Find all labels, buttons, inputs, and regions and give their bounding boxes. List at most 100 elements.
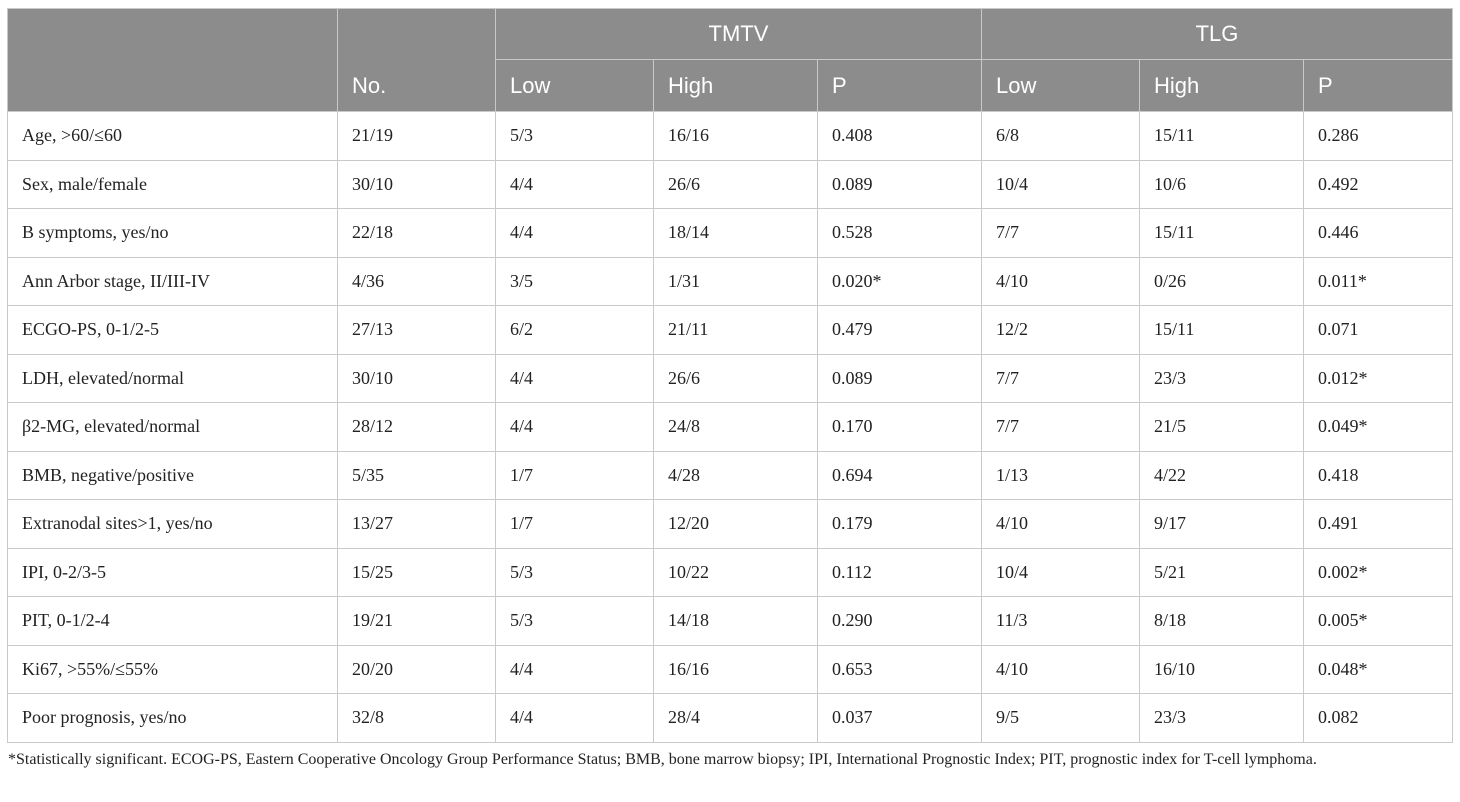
cell-variable: BMB, negative/positive: [7, 450, 338, 500]
cell-tmtv-low: 4/4: [495, 693, 654, 743]
cell-no: 5/35: [337, 450, 496, 500]
cell-tlg-high: 23/3: [1139, 353, 1304, 403]
cell-no: 4/36: [337, 256, 496, 306]
table-row: B symptoms, yes/no 22/18 4/4 18/14 0.528 7/7 1…: [7, 208, 1454, 258]
cell-tmtv-p: 0.408: [817, 111, 982, 161]
cell-tmtv-p: 0.290: [817, 596, 982, 646]
cell-variable: LDH, elevated/normal: [7, 353, 338, 403]
cell-tmtv-p: 0.170: [817, 402, 982, 452]
cell-tmtv-low: 4/4: [495, 402, 654, 452]
table-row: Ann Arbor stage, II/III-IV 4/36 3/5 1/31 0.0…: [7, 256, 1454, 306]
cell-tlg-p: 0.011*: [1302, 256, 1454, 306]
cell-tlg-p: 0.491: [1302, 499, 1454, 549]
cell-variable: Ki67, >55%/≤55%: [7, 644, 338, 694]
header-tlg-high: High: [1139, 59, 1304, 112]
cell-tlg-p: 0.049*: [1302, 402, 1454, 452]
table-row: Poor prognosis, yes/no 32/8 4/4 28/4 0.037 9/…: [7, 693, 1454, 743]
header-group-tlg: TLG: [980, 8, 1454, 60]
group-header-row: No. TMTV TLG: [7, 8, 1454, 112]
cell-tmtv-low: 3/5: [495, 256, 654, 306]
cell-tlg-low: 6/8: [981, 111, 1140, 161]
cell-tmtv-low: 4/4: [495, 208, 654, 258]
cell-tmtv-high: 24/8: [653, 402, 818, 452]
header-tmtv-low: Low: [495, 59, 654, 112]
cell-tlg-p: 0.005*: [1302, 596, 1454, 646]
cell-tmtv-p: 0.179: [817, 499, 982, 549]
table-row: BMB, negative/positive 5/35 1/7 4/28 0.694 1/…: [7, 450, 1454, 500]
cell-tlg-low: 4/10: [981, 499, 1140, 549]
cell-tmtv-p: 0.479: [817, 305, 982, 355]
cell-no: 21/19: [337, 111, 496, 161]
results-table: No. TMTV TLG Low High P Low High P Age, …: [7, 8, 1454, 743]
table-body: Age, >60/≤60 21/19 5/3 16/16 0.408 6/8 15/11 0.…: [7, 111, 1454, 743]
cell-tmtv-low: 5/3: [495, 111, 654, 161]
table-row: Ki67, >55%/≤55% 20/20 4/4 16/16 0.653 4/10 16/…: [7, 644, 1454, 694]
cell-variable: Age, >60/≤60: [7, 111, 338, 161]
cell-no: 30/10: [337, 353, 496, 403]
cell-tmtv-high: 26/6: [653, 159, 818, 209]
table-row: ECGO-PS, 0-1/2-5 27/13 6/2 21/11 0.479 12/2 15…: [7, 305, 1454, 355]
cell-tmtv-p: 0.112: [817, 547, 982, 597]
cell-variable: Sex, male/female: [7, 159, 338, 209]
cell-tmtv-p: 0.037: [817, 693, 982, 743]
cell-no: 27/13: [337, 305, 496, 355]
cell-tlg-low: 4/10: [981, 256, 1140, 306]
table-footnote: *Statistically significant. ECOG-PS, Eas…: [8, 751, 1317, 768]
table-row: PIT, 0-1/2-4 19/21 5/3 14/18 0.290 11/3 8/18 0.…: [7, 596, 1454, 646]
cell-variable: Ann Arbor stage, II/III-IV: [7, 256, 338, 306]
cell-tlg-high: 4/22: [1139, 450, 1304, 500]
cell-tlg-low: 11/3: [981, 596, 1140, 646]
cell-tmtv-high: 18/14: [653, 208, 818, 258]
cell-no: 30/10: [337, 159, 496, 209]
cell-tlg-low: 7/7: [981, 353, 1140, 403]
cell-no: 28/12: [337, 402, 496, 452]
cell-tlg-high: 23/3: [1139, 693, 1304, 743]
cell-tlg-p: 0.012*: [1302, 353, 1454, 403]
cell-tlg-high: 5/21: [1139, 547, 1304, 597]
cell-tmtv-high: 4/28: [653, 450, 818, 500]
cell-tlg-low: 9/5: [981, 693, 1140, 743]
cell-tlg-high: 8/18: [1139, 596, 1304, 646]
cell-tmtv-high: 16/16: [653, 111, 818, 161]
cell-tlg-high: 10/6: [1139, 159, 1304, 209]
cell-tmtv-low: 1/7: [495, 450, 654, 500]
cell-tlg-p: 0.418: [1302, 450, 1454, 500]
cell-variable: ECGO-PS, 0-1/2-5: [7, 305, 338, 355]
cell-tlg-low: 4/10: [981, 644, 1140, 694]
cell-tmtv-p: 0.089: [817, 353, 982, 403]
cell-tlg-low: 12/2: [981, 305, 1140, 355]
cell-tmtv-high: 21/11: [653, 305, 818, 355]
cell-tmtv-low: 4/4: [495, 159, 654, 209]
cell-tlg-high: 9/17: [1139, 499, 1304, 549]
cell-tmtv-high: 12/20: [653, 499, 818, 549]
cell-no: 32/8: [337, 693, 496, 743]
cell-no: 22/18: [337, 208, 496, 258]
cell-tmtv-low: 5/3: [495, 547, 654, 597]
cell-tmtv-low: 4/4: [495, 644, 654, 694]
cell-tlg-p: 0.492: [1302, 159, 1454, 209]
cell-tlg-high: 16/10: [1139, 644, 1304, 694]
header-no: No.: [337, 8, 496, 112]
table-row: LDH, elevated/normal 30/10 4/4 26/6 0.089 7/7…: [7, 353, 1454, 403]
cell-tlg-low: 7/7: [981, 208, 1140, 258]
table-row: Age, >60/≤60 21/19 5/3 16/16 0.408 6/8 15/11 0.…: [7, 111, 1454, 161]
cell-variable: β2-MG, elevated/normal: [7, 402, 338, 452]
cell-tlg-high: 15/11: [1139, 305, 1304, 355]
cell-tlg-p: 0.048*: [1302, 644, 1454, 694]
cell-variable: Poor prognosis, yes/no: [7, 693, 338, 743]
cell-tmtv-high: 28/4: [653, 693, 818, 743]
cell-tmtv-high: 26/6: [653, 353, 818, 403]
header-tlg-low: Low: [981, 59, 1140, 112]
cell-tmtv-high: 16/16: [653, 644, 818, 694]
header-group-tmtv: TMTV: [495, 8, 982, 60]
cell-tmtv-high: 10/22: [653, 547, 818, 597]
cell-tmtv-high: 1/31: [653, 256, 818, 306]
cell-tmtv-p: 0.528: [817, 208, 982, 258]
table-row: Extranodal sites>1, yes/no 13/27 1/7 12/20 0…: [7, 499, 1454, 549]
table-row: IPI, 0-2/3-5 15/25 5/3 10/22 0.112 10/4 5/21 0.…: [7, 547, 1454, 597]
cell-tmtv-p: 0.653: [817, 644, 982, 694]
cell-no: 20/20: [337, 644, 496, 694]
header-tlg-p: P: [1302, 59, 1454, 112]
cell-tmtv-high: 14/18: [653, 596, 818, 646]
cell-tlg-low: 7/7: [981, 402, 1140, 452]
